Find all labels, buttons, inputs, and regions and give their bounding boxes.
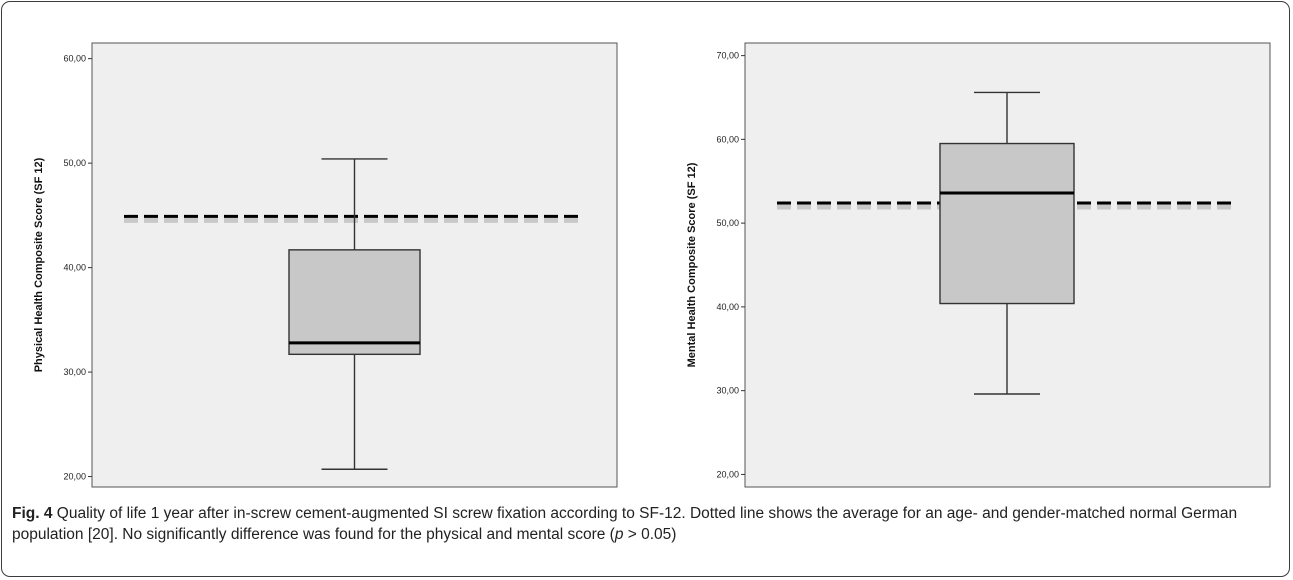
y-axis-title: Mental Health Composite Score (SF 12) (686, 162, 698, 367)
caption-fig-label: Fig. 4 (12, 505, 53, 522)
y-tick-label: 60,00 (716, 134, 739, 144)
iqr-box (939, 142, 1075, 305)
caption-text-1: Quality of life 1 year after in-screw ce… (12, 505, 1238, 543)
iqr-box (288, 249, 421, 356)
chart-1: 20,00 30,00 40,00 50,00 60,00 Physical Health… (33, 42, 618, 488)
y-tick-label: 50,00 (63, 158, 86, 168)
y-axis-title: Physical Health Composite Score (SF 12) (33, 157, 45, 372)
figure-svg: 20,00 30,00 40,00 50,00 60,00 Physical Health… (33, 42, 1271, 488)
y-tick-label: 30,00 (716, 386, 739, 396)
caption-text-2: > 0.05) (623, 526, 677, 543)
caption-p-symbol: p (614, 526, 624, 543)
y-tick-label: 20,00 (63, 472, 86, 482)
y-tick-label: 70,00 (716, 51, 739, 61)
y-tick-label: 60,00 (63, 54, 86, 64)
y-tick-label: 50,00 (716, 218, 739, 228)
y-tick-label: 40,00 (716, 302, 739, 312)
y-tick-label: 20,00 (716, 469, 739, 479)
chart-2: 20,00 30,00 40,00 50,00 60,00 70,00 Mental Hea… (686, 42, 1271, 488)
y-tick-label: 40,00 (63, 263, 86, 273)
figure-caption: Fig. 4 Quality of life 1 year after in-s… (12, 503, 1282, 545)
y-tick-label: 30,00 (63, 367, 86, 377)
